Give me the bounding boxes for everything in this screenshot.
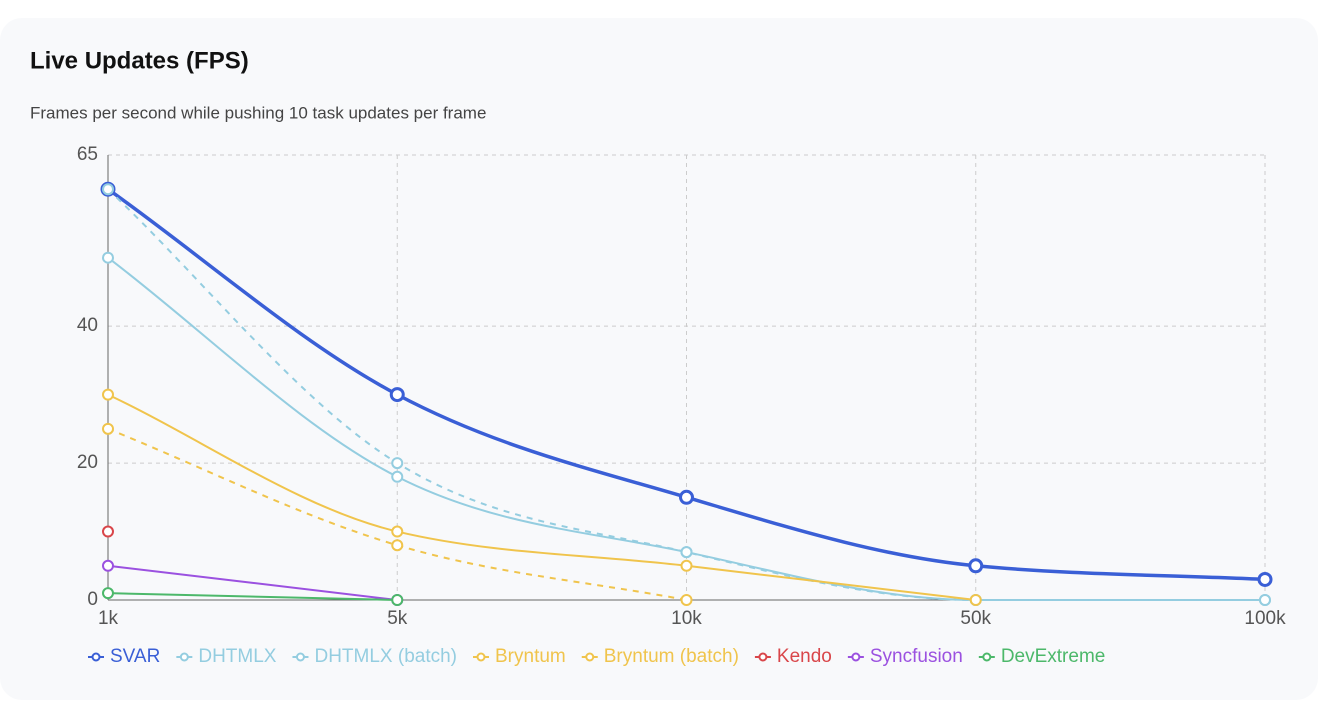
legend-item: Bryntum [473,646,566,667]
point [389,387,405,403]
series [102,587,404,606]
legend-marker [585,652,595,662]
y-tick-label: 65 [77,144,98,165]
point [391,594,404,606]
legend-item: DevExtreme [978,646,1106,667]
legend-marker [179,652,189,662]
legend-item: Syncfusion [847,646,963,667]
x-tick-label: 5k [387,608,408,629]
legend-marker [758,652,768,662]
line [107,393,976,601]
line [107,188,1265,602]
point [680,594,693,606]
legend-item: Bryntum (batch) [581,646,739,667]
legend-marker [982,652,992,662]
series [102,388,982,606]
legend-label: DHTMLX [198,646,276,667]
point [102,525,114,538]
legend-item: SVAR [88,646,160,667]
point [391,539,404,552]
line [106,187,1266,582]
point [391,470,404,483]
point [1257,571,1273,587]
point [969,594,982,606]
legend-label: Bryntum [495,646,566,667]
point [679,489,694,505]
chart-title: Live Updates (FPS) [30,47,249,74]
point [102,388,114,401]
legend-item: Kendo [754,646,832,667]
series [102,525,114,538]
point [680,559,693,572]
x-tick-label: 50k [960,608,991,629]
legend-marker [295,652,305,662]
point [391,457,404,470]
line [107,564,398,601]
series [102,422,693,606]
line [107,427,687,601]
legend-label: Bryntum (batch) [604,646,739,667]
point [102,587,114,600]
legend-marker [91,652,101,662]
x-tick-label: 10k [671,608,702,629]
legend-label: DHTMLX (batch) [314,646,457,667]
y-tick-label: 20 [77,452,98,473]
point [102,251,114,264]
x-tick-label: 100k [1244,608,1286,629]
chart-subtitle: Frames per second while pushing 10 task … [30,103,486,122]
legend-item: DHTMLX (batch) [292,646,457,667]
legend-label: Kendo [777,646,832,667]
y-tick-label: 40 [77,315,98,336]
line [107,592,398,601]
point [102,183,114,196]
point [102,559,114,572]
legend-marker [851,652,861,662]
legend-label: SVAR [110,646,160,667]
point [1259,594,1271,606]
point [680,546,693,559]
legend-item: DHTMLX [176,646,277,667]
legend-marker [476,652,486,662]
card [0,18,1318,700]
legend-label: DevExtreme [1001,646,1106,667]
y-tick-label: 0 [87,589,98,610]
x-tick-label: 1k [98,608,119,629]
point [968,558,984,574]
point [102,422,114,435]
legend-label: Syncfusion [870,646,963,667]
point [391,525,404,538]
